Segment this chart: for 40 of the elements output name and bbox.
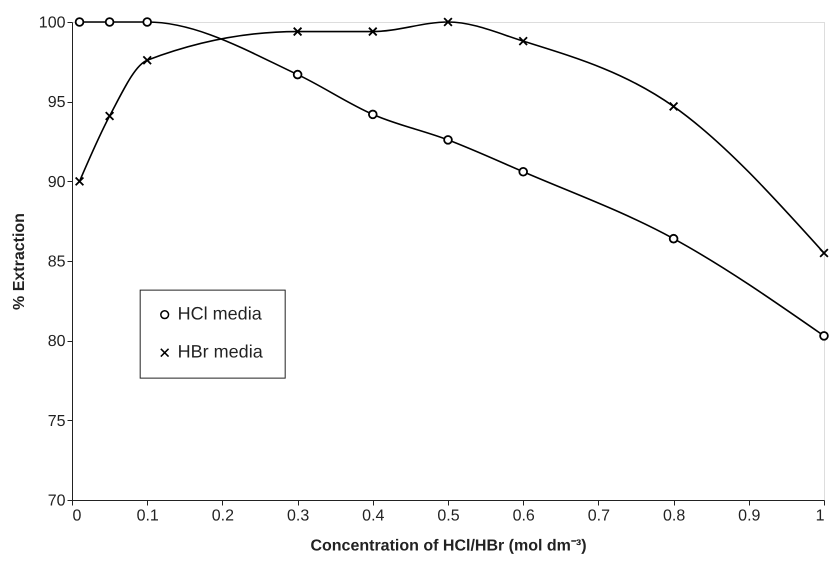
x-tick-label: 0.7 bbox=[588, 508, 610, 524]
point bbox=[518, 36, 528, 46]
point bbox=[104, 17, 114, 27]
legend-label: HCl media bbox=[178, 304, 263, 324]
y-tick-label: 95 bbox=[48, 94, 66, 112]
legend-label: HBr media bbox=[178, 342, 264, 362]
y-tick-label: 100 bbox=[38, 14, 66, 32]
point bbox=[142, 17, 152, 27]
x-tick-label: 0.3 bbox=[286, 508, 310, 524]
point bbox=[518, 167, 528, 177]
point bbox=[74, 176, 84, 186]
point bbox=[443, 17, 453, 27]
point bbox=[819, 248, 829, 258]
y-axis-title: % Extraction bbox=[10, 213, 28, 310]
y-tick-label: 90 bbox=[48, 174, 66, 191]
point bbox=[368, 26, 378, 36]
y-tick-label: 85 bbox=[48, 254, 66, 270]
point bbox=[443, 135, 453, 145]
point bbox=[668, 102, 678, 112]
x-tick-label: 0.9 bbox=[738, 508, 761, 524]
x-tick-label: 0.6 bbox=[512, 508, 535, 524]
point bbox=[292, 26, 302, 36]
point bbox=[74, 17, 84, 27]
y-tick-label: 75 bbox=[48, 412, 66, 430]
point bbox=[819, 331, 829, 341]
y-tick-label: 70 bbox=[48, 492, 66, 510]
y-tick-label: 80 bbox=[48, 333, 66, 350]
x-tick-label: 0.8 bbox=[662, 508, 686, 524]
x-tick-label: 0.1 bbox=[136, 508, 159, 524]
point bbox=[368, 110, 378, 120]
x-axis-title: Concentration of HCl/HBr (mol dm⁻³) bbox=[310, 538, 587, 554]
point bbox=[668, 234, 678, 244]
x-tick-label: 0.2 bbox=[212, 508, 234, 524]
x-tick-label: 0.5 bbox=[437, 508, 460, 524]
point bbox=[104, 111, 114, 121]
x-tick-label: 0 bbox=[72, 508, 82, 524]
x-tick-label: 1 bbox=[816, 508, 825, 524]
x-tick-label: 0.4 bbox=[362, 508, 385, 524]
point bbox=[142, 55, 152, 66]
point bbox=[292, 70, 302, 80]
